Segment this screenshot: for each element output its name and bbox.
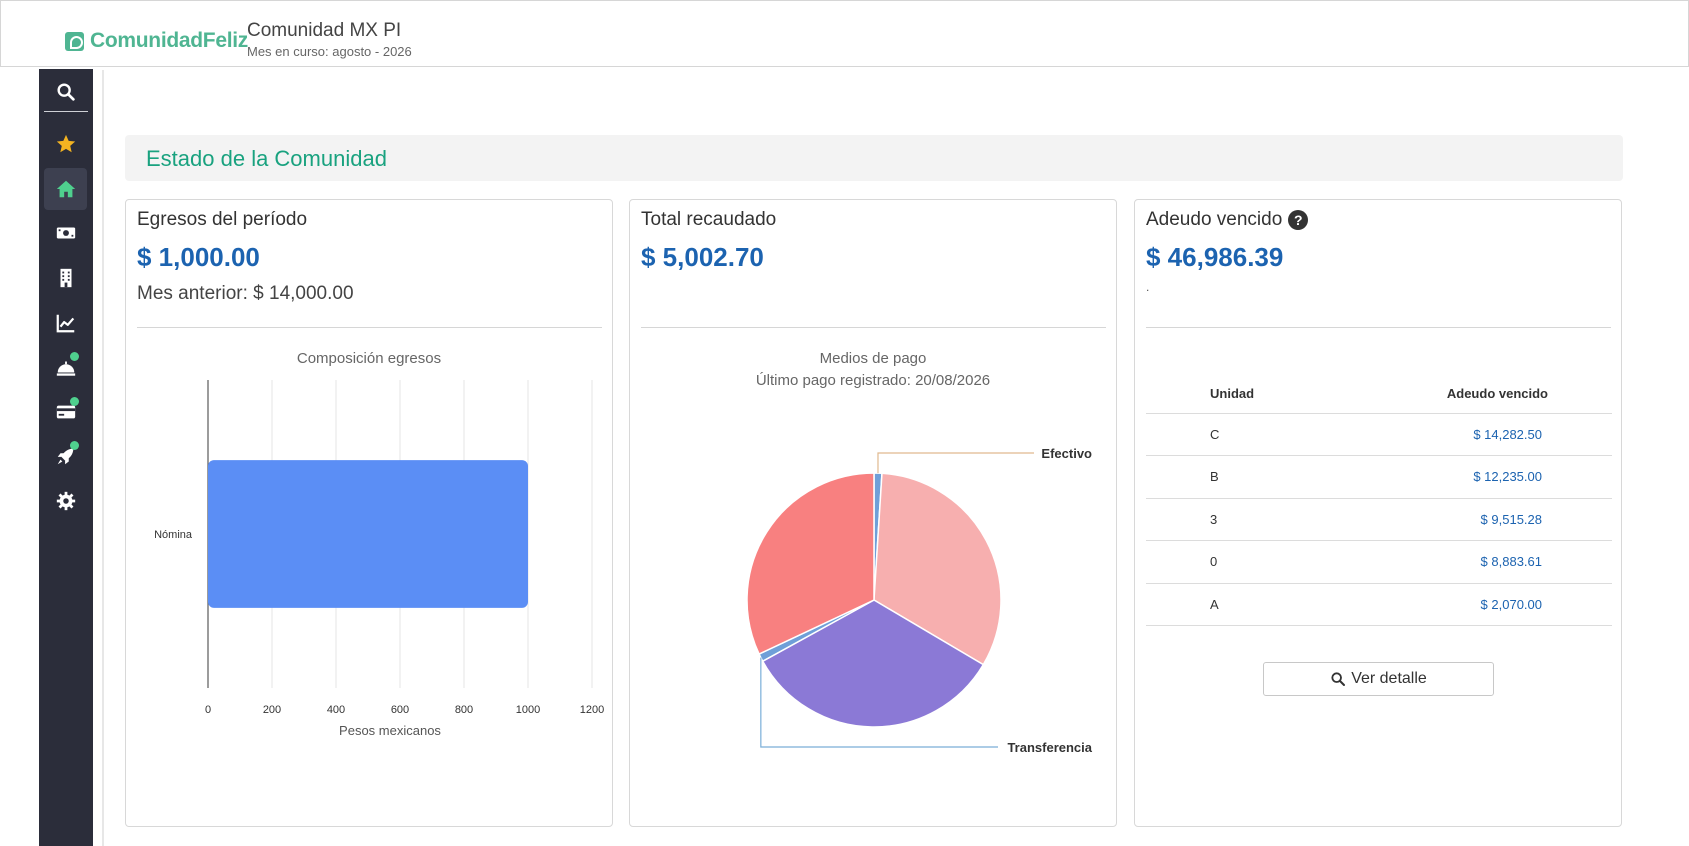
debt-card: Adeudo vencido ? $ 46,986.39 . Unidad Ad… xyxy=(1134,199,1622,827)
sidebar-item-reports[interactable] xyxy=(44,302,87,344)
content-divider xyxy=(102,70,104,846)
debt-title-text: Adeudo vencido xyxy=(1146,209,1283,230)
bar xyxy=(208,460,528,608)
expenses-title-text: Egresos del período xyxy=(137,209,308,230)
view-detail-button[interactable]: Ver detalle xyxy=(1263,662,1494,696)
x-tick-label: 600 xyxy=(391,704,409,716)
unit-cell: C xyxy=(1146,413,1331,456)
notification-badge xyxy=(70,352,79,361)
sidebar-item-payments[interactable] xyxy=(44,391,87,433)
table-row: A $ 2,070.00 xyxy=(1146,583,1612,626)
pie-slice xyxy=(761,599,985,728)
collected-amount: $ 5,002.70 xyxy=(641,242,764,272)
debt-note: . xyxy=(1146,280,1150,294)
pie-connector-line xyxy=(877,452,1034,474)
card-divider xyxy=(641,327,1106,328)
x-axis-label: Pesos mexicanos xyxy=(339,723,441,738)
unit-cell: B xyxy=(1146,455,1331,499)
sidebar-separator xyxy=(44,111,88,112)
credit-card-icon xyxy=(56,405,75,419)
sidebar-item-favorites[interactable] xyxy=(44,123,87,165)
sidebar-item-buildings[interactable] xyxy=(44,257,87,299)
x-tick-label: 400 xyxy=(327,704,345,716)
view-detail-label: Ver detalle xyxy=(1351,670,1427,687)
building-icon xyxy=(60,268,71,288)
app-logo[interactable]: ComunidadFeliz xyxy=(65,29,248,53)
table-row: 0 $ 8,883.61 xyxy=(1146,540,1612,584)
pie-slice-label: Transferencia xyxy=(1007,740,1092,755)
debt-amount: $ 46,986.39 xyxy=(1146,242,1284,272)
unit-cell: 0 xyxy=(1146,540,1331,584)
x-tick-label: 200 xyxy=(263,704,281,716)
sidebar-item-home[interactable] xyxy=(44,168,87,210)
expenses-card: Egresos del período $ 1,000.00 Mes anter… xyxy=(125,199,613,827)
search-icon xyxy=(1331,672,1346,686)
gear-icon xyxy=(56,491,75,511)
unit-cell: A xyxy=(1146,583,1331,626)
sidebar-item-search[interactable] xyxy=(44,71,87,113)
pie-slice-label: Efectivo xyxy=(1041,446,1092,461)
home-icon xyxy=(56,180,75,198)
sidebar-item-finance[interactable] xyxy=(44,212,87,254)
bell-service-icon xyxy=(56,361,75,376)
unit-cell: 3 xyxy=(1146,498,1331,541)
payment-methods-pie-chart: Efectivo Transferencia xyxy=(746,446,1093,755)
help-icon[interactable]: ? xyxy=(1288,210,1309,230)
star-icon xyxy=(56,134,75,153)
table-row: 3 $ 9,515.28 xyxy=(1146,498,1612,541)
debt-amount-cell[interactable]: $ 12,235.00 xyxy=(1330,455,1612,499)
current-month: Mes en curso: agosto - 2026 xyxy=(247,44,412,59)
sidebar-item-services[interactable] xyxy=(44,346,87,388)
collected-card: Total recaudado $ 5,002.70 Medios de pag… xyxy=(629,199,1117,827)
section-title: Estado de la Comunidad xyxy=(146,146,387,171)
logo-text: ComunidadFeliz xyxy=(90,29,248,52)
column-header-debt: Adeudo vencido xyxy=(1330,375,1612,414)
column-header-unit: Unidad xyxy=(1146,375,1331,414)
community-name[interactable]: Comunidad MX PI xyxy=(247,20,402,41)
debt-amount-cell[interactable]: $ 14,282.50 xyxy=(1330,413,1612,456)
debt-amount-cell[interactable]: $ 8,883.61 xyxy=(1330,540,1612,584)
top-bar: ComunidadFeliz Comunidad MX PI Mes en cu… xyxy=(0,0,1689,67)
debt-amount-cell[interactable]: $ 2,070.00 xyxy=(1330,583,1612,626)
pie-chart-subtitle: Último pago registrado: 20/08/2026 xyxy=(755,372,991,389)
money-icon xyxy=(56,227,75,239)
pie-chart-title: Medios de pago xyxy=(819,350,927,367)
x-tick-label: 0 xyxy=(205,704,211,716)
expenses-previous: Mes anterior: $ 14,000.00 xyxy=(137,283,354,304)
notification-badge xyxy=(70,397,79,406)
card-divider xyxy=(137,327,602,328)
table-row: C $ 14,282.50 xyxy=(1146,413,1612,456)
table-header-row: Unidad Adeudo vencido xyxy=(1146,375,1612,414)
x-tick-label: 800 xyxy=(455,704,473,716)
card-divider xyxy=(1146,327,1611,328)
section-header: Estado de la Comunidad xyxy=(125,135,1623,181)
y-tick-label: Nómina xyxy=(154,529,193,541)
logo-icon xyxy=(65,31,84,51)
sidebar-item-upgrade[interactable] xyxy=(44,435,87,477)
debt-table: Unidad Adeudo vencido C $ 14,282.50 B $ … xyxy=(1146,375,1612,626)
pie-slice xyxy=(746,472,875,656)
debt-amount-cell[interactable]: $ 9,515.28 xyxy=(1330,498,1612,541)
x-tick-label: 1200 xyxy=(580,704,604,716)
collected-title-text: Total recaudado xyxy=(641,209,777,230)
search-icon xyxy=(56,83,75,101)
sidebar-item-settings[interactable] xyxy=(44,480,87,522)
pie-connector-line xyxy=(760,657,998,748)
sidebar xyxy=(39,69,93,846)
expenses-title: Egresos del período xyxy=(137,209,307,231)
x-tick-label: 1000 xyxy=(516,704,540,716)
notification-badge xyxy=(70,441,79,450)
collected-title: Total recaudado xyxy=(641,209,776,231)
pie-slice xyxy=(873,472,1002,666)
bar-chart-title: Composición egresos xyxy=(296,350,442,367)
expenses-bar-chart: 0 200 400 600 800 1000 1200 Nómina Pesos mexican… xyxy=(154,380,604,738)
rocket-icon xyxy=(57,448,73,465)
expenses-amount: $ 1,000.00 xyxy=(137,242,260,272)
table-row: B $ 12,235.00 xyxy=(1146,455,1612,499)
debt-title: Adeudo vencido ? xyxy=(1146,209,1309,231)
chart-line-icon xyxy=(56,314,74,333)
